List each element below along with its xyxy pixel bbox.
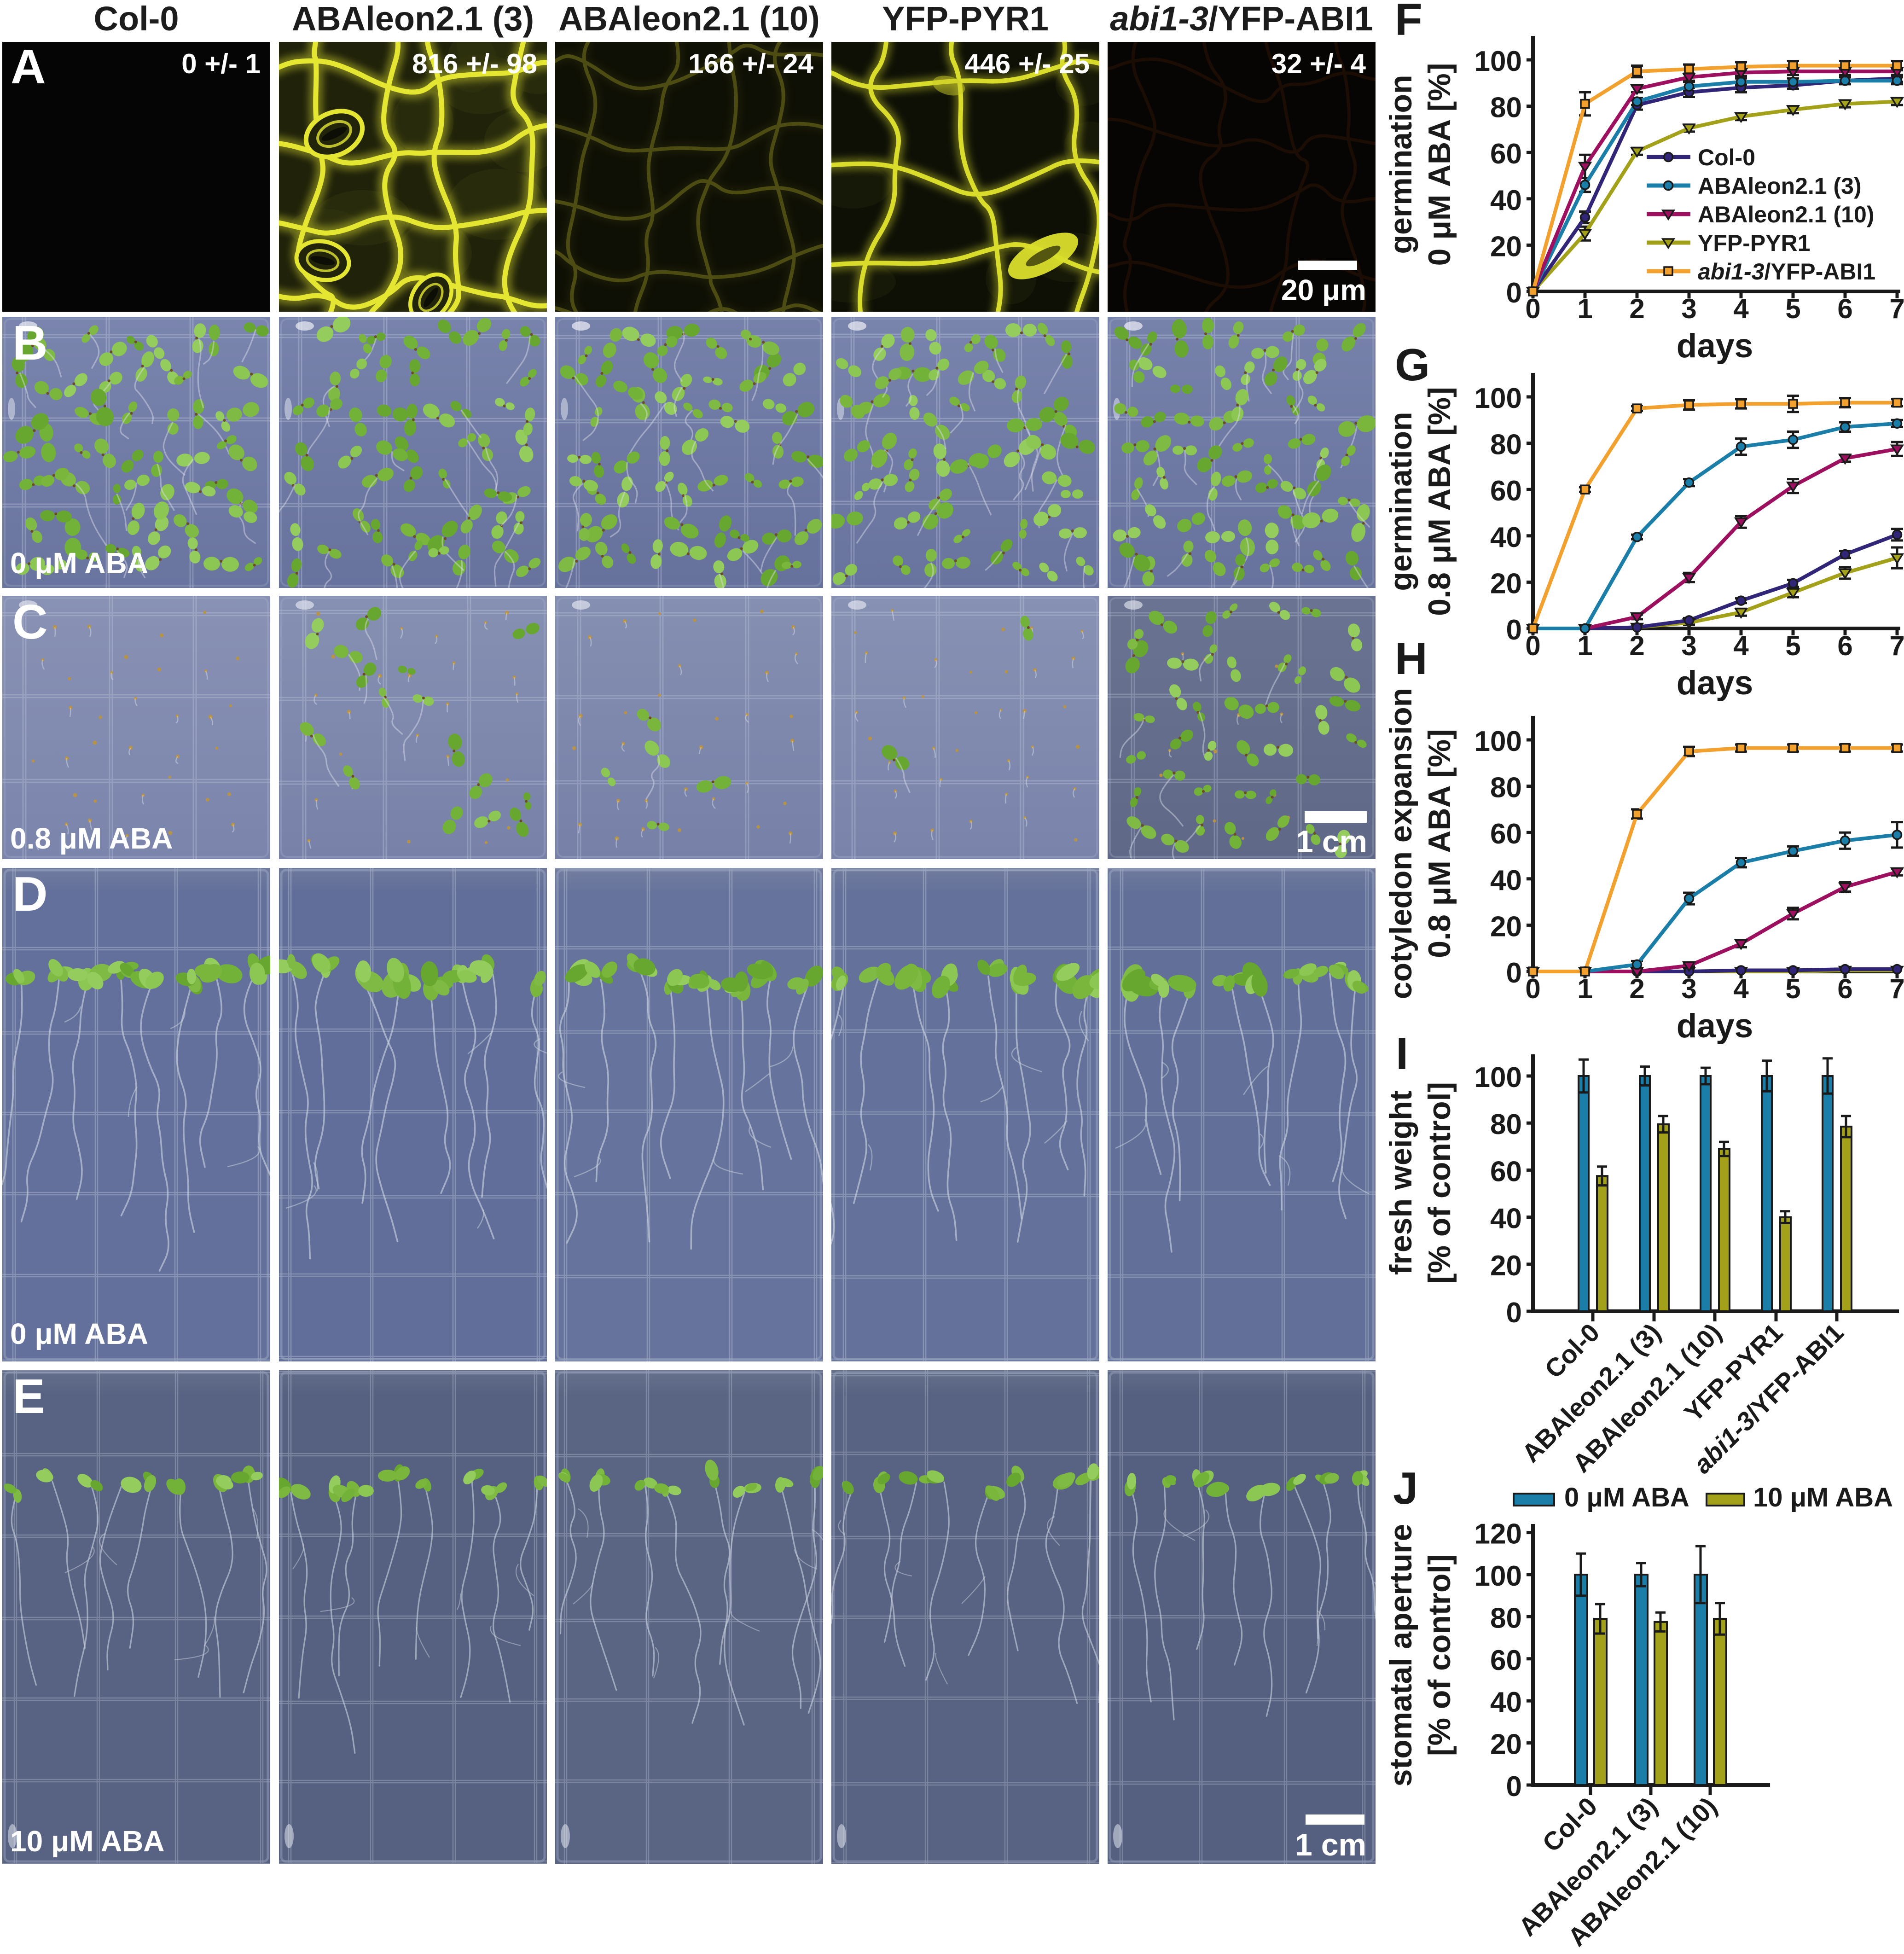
svg-text:3: 3 — [1681, 630, 1696, 661]
svg-text:60: 60 — [1490, 818, 1522, 850]
svg-text:0: 0 — [1506, 614, 1522, 646]
svg-text:60: 60 — [1490, 1645, 1522, 1676]
svg-text:3: 3 — [1681, 293, 1696, 324]
svg-text:abi1-3/YFP-ABI1: abi1-3/YFP-ABI1 — [1698, 259, 1875, 285]
svg-text:80: 80 — [1490, 1109, 1522, 1140]
svg-text:80: 80 — [1490, 429, 1522, 461]
svg-text:2: 2 — [1629, 630, 1644, 661]
svg-text:0: 0 — [1506, 1297, 1522, 1329]
svg-text:1: 1 — [1577, 293, 1592, 324]
svg-text:1: 1 — [1577, 973, 1592, 1004]
svg-text:A: A — [11, 42, 46, 94]
svg-text:40: 40 — [1490, 1686, 1522, 1718]
svg-text:days: days — [1677, 664, 1753, 702]
svg-text:4: 4 — [1733, 973, 1749, 1004]
svg-text:days: days — [1677, 1007, 1753, 1045]
svg-text:0: 0 — [1506, 277, 1522, 309]
svg-text:0 μM ABA: 0 μM ABA — [1564, 1483, 1689, 1512]
svg-text:Col-0: Col-0 — [1698, 145, 1755, 170]
svg-text:60: 60 — [1490, 1156, 1522, 1187]
svg-text:C: C — [12, 596, 48, 649]
svg-text:H: H — [1395, 633, 1428, 684]
svg-text:B: B — [12, 317, 48, 370]
svg-text:100: 100 — [1474, 1560, 1522, 1592]
svg-text:100: 100 — [1474, 726, 1522, 757]
svg-text:2: 2 — [1629, 293, 1644, 324]
svg-text:[% of control]: [% of control] — [1422, 1082, 1457, 1284]
svg-text:60: 60 — [1490, 138, 1522, 170]
svg-text:1 cm: 1 cm — [1296, 824, 1367, 859]
svg-text:6: 6 — [1837, 293, 1852, 324]
svg-text:816 +/- 98: 816 +/- 98 — [412, 48, 537, 79]
svg-text:0: 0 — [1525, 973, 1540, 1004]
svg-text:5: 5 — [1785, 973, 1800, 1004]
svg-text:6: 6 — [1837, 973, 1852, 1004]
svg-text:germination: germination — [1383, 75, 1418, 254]
svg-text:10 μM ABA: 10 μM ABA — [10, 1825, 165, 1858]
svg-text:20: 20 — [1490, 568, 1522, 599]
svg-text:0: 0 — [1525, 293, 1540, 324]
svg-text:32 +/- 4: 32 +/- 4 — [1271, 48, 1366, 79]
svg-text:I: I — [1396, 1028, 1408, 1079]
svg-text:80: 80 — [1490, 1602, 1522, 1634]
svg-text:stomatal aperture: stomatal aperture — [1383, 1524, 1418, 1787]
svg-text:20: 20 — [1490, 1729, 1522, 1761]
svg-text:40: 40 — [1490, 865, 1522, 896]
svg-text:60: 60 — [1490, 475, 1522, 507]
svg-text:0: 0 — [1506, 957, 1522, 989]
svg-text:4: 4 — [1733, 293, 1749, 324]
svg-text:5: 5 — [1785, 630, 1800, 661]
svg-text:1 cm: 1 cm — [1295, 1827, 1366, 1862]
svg-text:80: 80 — [1490, 772, 1522, 804]
svg-text:100: 100 — [1474, 46, 1522, 77]
svg-text:0: 0 — [1525, 630, 1540, 661]
svg-text:2: 2 — [1629, 973, 1644, 1004]
svg-text:20 μm: 20 μm — [1281, 273, 1366, 307]
svg-text:D: D — [12, 868, 48, 921]
svg-text:7: 7 — [1889, 630, 1904, 661]
svg-text:J: J — [1393, 1463, 1418, 1513]
svg-text:1: 1 — [1577, 630, 1592, 661]
svg-text:germination: germination — [1383, 412, 1418, 591]
svg-text:ABAleon2.1 (10): ABAleon2.1 (10) — [1698, 202, 1874, 227]
svg-text:0.8 μM ABA: 0.8 μM ABA — [10, 822, 173, 855]
svg-text:fresh weight: fresh weight — [1383, 1091, 1418, 1275]
svg-text:446 +/- 25: 446 +/- 25 — [964, 48, 1090, 79]
svg-text:E: E — [12, 1370, 45, 1424]
svg-text:40: 40 — [1490, 185, 1522, 216]
svg-text:20: 20 — [1490, 911, 1522, 942]
svg-text:40: 40 — [1490, 1203, 1522, 1235]
svg-text:7: 7 — [1889, 293, 1904, 324]
svg-text:YFP-PYR1: YFP-PYR1 — [1698, 230, 1811, 256]
svg-text:0 μM ABA: 0 μM ABA — [10, 1317, 148, 1350]
svg-text:0.8 μM ABA [%]: 0.8 μM ABA [%] — [1422, 387, 1457, 616]
svg-text:days: days — [1677, 327, 1753, 365]
svg-text:7: 7 — [1889, 973, 1904, 1004]
svg-text:20: 20 — [1490, 231, 1522, 262]
svg-text:[% of control]: [% of control] — [1422, 1554, 1457, 1756]
svg-text:10 μM ABA: 10 μM ABA — [1753, 1483, 1893, 1512]
svg-text:166 +/- 24: 166 +/- 24 — [688, 48, 814, 79]
svg-text:80: 80 — [1490, 92, 1522, 124]
svg-text:5: 5 — [1785, 293, 1800, 324]
svg-text:cotyledon expansion: cotyledon expansion — [1383, 688, 1418, 999]
svg-text:4: 4 — [1733, 630, 1749, 661]
svg-text:20: 20 — [1490, 1250, 1522, 1282]
svg-text:0: 0 — [1506, 1771, 1522, 1803]
svg-text:0.8 μM ABA [%]: 0.8 μM ABA [%] — [1422, 729, 1457, 958]
svg-text:100: 100 — [1474, 383, 1522, 414]
svg-text:0 μM ABA [%]: 0 μM ABA [%] — [1422, 63, 1457, 266]
svg-text:F: F — [1395, 0, 1422, 45]
svg-text:40: 40 — [1490, 522, 1522, 553]
svg-text:3: 3 — [1681, 973, 1696, 1004]
svg-text:6: 6 — [1837, 630, 1852, 661]
svg-text:0 +/- 1: 0 +/- 1 — [181, 48, 261, 79]
svg-text:100: 100 — [1474, 1062, 1522, 1093]
svg-text:120: 120 — [1474, 1518, 1522, 1550]
svg-text:ABAleon2.1 (3): ABAleon2.1 (3) — [1698, 173, 1862, 199]
svg-text:G: G — [1395, 339, 1430, 390]
svg-text:0 μM ABA: 0 μM ABA — [10, 547, 148, 580]
